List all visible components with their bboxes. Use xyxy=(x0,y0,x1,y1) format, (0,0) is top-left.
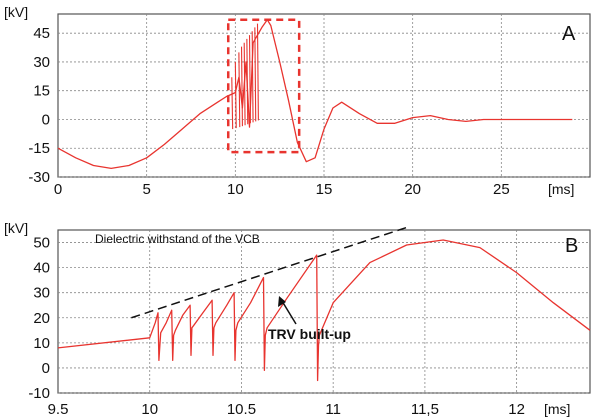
chart-a-oscillation-mark xyxy=(243,42,246,126)
chart-a-y-tick-label: 0 xyxy=(42,111,50,128)
chart-a-x-tick-label: 20 xyxy=(404,181,421,198)
chart-b-trv-arrow-head xyxy=(278,296,286,307)
chart-b-y-tick-label: 10 xyxy=(33,335,50,352)
chart-a-y-tick-label: -15 xyxy=(28,140,50,157)
chart-a-y-axis-label: [kV] xyxy=(4,4,28,20)
chart-a-x-tick-label: 5 xyxy=(142,181,150,198)
chart-b-y-tick-label: 0 xyxy=(42,360,50,377)
chart-a-y-tick-label: 45 xyxy=(33,25,50,42)
chart-b-x-tick-label: 11,5 xyxy=(411,401,439,417)
chart-a-highlight-box xyxy=(226,18,301,154)
chart-b-y-tick-label: 30 xyxy=(33,285,50,302)
chart-b-y-tick-label: 50 xyxy=(33,235,50,252)
chart-b-series-line xyxy=(57,239,591,382)
chart-a-y-tick-label: 15 xyxy=(33,83,50,100)
chart-b-y-tick-label: 40 xyxy=(33,260,50,277)
chart-a-y-tick-label: -30 xyxy=(28,169,50,186)
chart-b-x-tick-label: 11 xyxy=(325,401,341,417)
panel-b-chart: -10 0 10 20 30 40 50 9.5 10 10.5 11 11,5 12 [kV] [ms] B… xyxy=(4,220,591,417)
chart-b-panel-letter: B xyxy=(565,235,578,257)
chart-a-series-line xyxy=(57,19,573,170)
chart-a-oscillation-mark xyxy=(238,52,241,128)
chart-a-oscillation-mark xyxy=(246,38,249,125)
chart-a-oscillation-mark xyxy=(231,77,234,130)
chart-b-y-tick-label: 20 xyxy=(33,310,50,327)
chart-b-x-axis-label: [ms] xyxy=(544,401,570,417)
chart-b-trv-label: TRV built-up xyxy=(268,326,351,342)
chart-b-x-tick-label: 9.5 xyxy=(48,401,69,417)
chart-b-trv-arrow-shaft xyxy=(281,300,297,325)
chart-a-oscillation-mark xyxy=(254,27,257,122)
chart-a-oscillation-mark xyxy=(248,35,251,124)
chart-a-oscillation-mark xyxy=(234,61,237,129)
chart-b-x-tick-label: 10 xyxy=(141,401,158,417)
chart-b-x-tick-label: 10.5 xyxy=(227,401,256,417)
chart-a-oscillation-mark xyxy=(240,46,243,127)
chart-a-y-tick-label: 30 xyxy=(33,54,50,71)
chart-a-x-tick-label: 0 xyxy=(54,181,62,198)
chart-a-x-tick-label: 25 xyxy=(493,181,510,198)
chart-a-x-axis-label: [ms] xyxy=(548,181,574,197)
chart-a-x-tick-label: 15 xyxy=(316,181,333,198)
chart-a-oscillation-mark xyxy=(251,31,254,123)
chart-b-y-tick-label: -10 xyxy=(28,385,50,402)
chart-a-oscillation-mark xyxy=(256,23,259,121)
chart-b-x-tick-label: 12 xyxy=(508,401,525,417)
chart-b-plot-area xyxy=(57,229,591,394)
chart-a-panel-letter: A xyxy=(562,23,576,45)
chart-a-x-tick-label: 10 xyxy=(227,181,244,198)
chart-b-y-axis-label: [kV] xyxy=(4,220,28,236)
chart-b-dielectric-withstand-line xyxy=(131,226,407,319)
panel-a-chart: -30 -15 0 15 30 45 0 5 10 15 20 25 [kV] [ms] A xyxy=(4,4,591,198)
chart-b-dielectric-label: Dielectric withstand of the VCB xyxy=(95,232,260,246)
